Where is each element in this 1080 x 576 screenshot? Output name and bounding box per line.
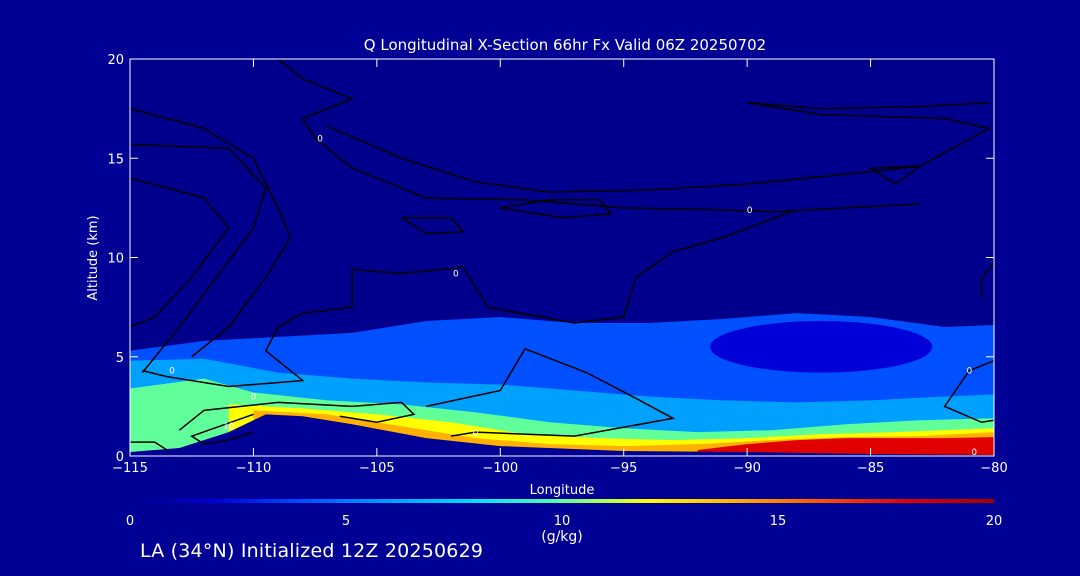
colorbar-tick-label: 10 [554, 514, 571, 529]
colorbar-label: (g/kg) [541, 529, 583, 545]
y-tick-label: 5 [116, 351, 124, 366]
x-tick-label: −105 [359, 461, 395, 476]
contour-line [130, 441, 168, 451]
contour-line [401, 217, 465, 235]
contour-label: 0 [966, 367, 972, 377]
contour-label: 0 [971, 448, 977, 458]
terrain-mask [130, 414, 994, 456]
contour-line [178, 401, 416, 431]
contour-line [277, 59, 920, 213]
contour-line [870, 165, 923, 185]
contour-layer [130, 59, 994, 451]
colorbar-gradient [130, 499, 994, 503]
footer-label: LA (34°N) Initialized 12Z 20250629 [140, 540, 484, 562]
dry-lobe-layer [710, 321, 933, 373]
y-axis: 0 5 10 15 20 [107, 53, 994, 465]
contour-line [943, 360, 994, 424]
colorbar-tick-label: 5 [342, 514, 350, 529]
plot-area: 0 0 0 0 0 0 0 0 10 [130, 59, 994, 458]
x-tick-label: −85 [857, 461, 884, 476]
y-tick-label: 0 [116, 450, 124, 465]
x-tick-label: −90 [733, 461, 760, 476]
x-tick-label: −95 [610, 461, 637, 476]
contour-label: 0 [747, 206, 753, 216]
contour-line [142, 209, 797, 388]
x-tick-label: −100 [482, 461, 518, 476]
colorbar-tick-label: 20 [986, 514, 1003, 529]
colorbar: 0 5 10 15 20 (g/kg) [126, 499, 1002, 545]
moisture-band [697, 437, 994, 456]
contour-label-layer: 0 0 0 0 0 0 0 0 10 [169, 134, 977, 458]
y-tick-label: 20 [107, 53, 124, 68]
contour-label: 0 [169, 367, 175, 377]
y-tick-label: 10 [107, 252, 124, 267]
contour-label: 0 [473, 429, 479, 439]
contour-line [426, 347, 676, 437]
contour-line [130, 177, 230, 328]
contour-line [190, 413, 254, 445]
x-tick-label: −80 [980, 461, 1007, 476]
colorbar-tick-label: 0 [126, 514, 134, 529]
y-tick-label: 15 [107, 152, 124, 167]
contour-line [130, 107, 292, 358]
x-axis-label: Longitude [530, 483, 595, 498]
colorbar-ticks: 0 5 10 15 20 [126, 514, 1002, 529]
chart-title: Q Longitudinal X-Section 66hr Fx Valid 0… [364, 36, 766, 54]
contour-label: 0 [317, 134, 323, 144]
x-axis: −115 −110 −105 −100 −95 −90 −85 −80 [112, 59, 1008, 476]
y-axis-label: Altitude (km) [86, 215, 101, 300]
dry-lobe [710, 321, 933, 373]
contour-label: 0 [453, 269, 459, 279]
x-tick-label: −110 [236, 461, 272, 476]
contour-label: 10 [223, 422, 235, 432]
x-tick-label: −115 [112, 461, 148, 476]
colorbar-tick-label: 15 [770, 514, 787, 529]
contour-label: 0 [251, 392, 257, 402]
contour-line [500, 199, 613, 219]
contour-line [980, 262, 994, 298]
contour-line [130, 143, 267, 374]
